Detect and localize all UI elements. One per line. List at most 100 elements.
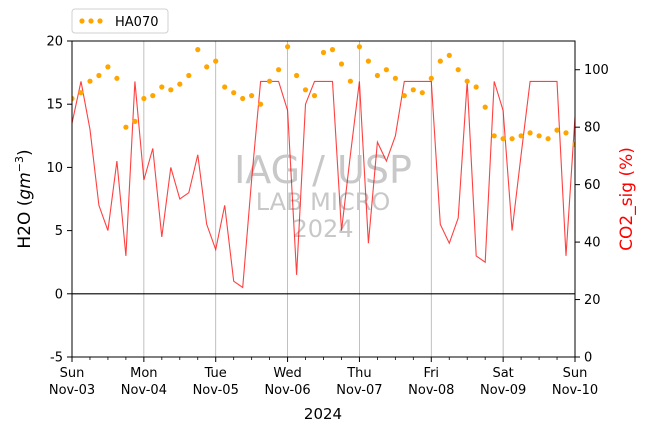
co2-point [509, 136, 515, 142]
co2-point [72, 95, 75, 102]
co2-point [150, 93, 156, 99]
x-tick-label-date: Nov-04 [121, 383, 167, 398]
x-tick-label-day: Tue [204, 366, 227, 381]
co2-point [222, 84, 228, 90]
co2-point [527, 130, 533, 136]
right-y-tick-label: 80 [584, 121, 601, 136]
right-y-axis: 0 20 40 60 80 100 [575, 63, 609, 366]
legend: HA070 [71, 8, 169, 34]
x-tick-label-date: Nov-07 [336, 383, 382, 398]
co2-point [231, 90, 237, 96]
co2-point [177, 81, 183, 87]
left-y-tick-label: 20 [46, 35, 63, 50]
x-tick-label-day: Fri [424, 366, 440, 381]
legend-frame [71, 8, 169, 34]
co2-point [383, 67, 389, 73]
co2-point [410, 87, 416, 93]
co2-point [294, 72, 300, 79]
co2-point [536, 133, 542, 139]
left-y-tick-label: 10 [46, 161, 63, 176]
co2-point [141, 95, 147, 102]
h2o-series [72, 80, 575, 289]
x-tick-label-day: Wed [273, 366, 301, 381]
co2-point [105, 64, 111, 70]
x-tick-label-date: Nov-03 [49, 383, 95, 398]
co2-point [249, 93, 255, 99]
x-tick-label-day: Thu [346, 366, 371, 381]
x-tick-label-day: Sun [563, 366, 588, 381]
co2-point [302, 87, 309, 93]
x-tick-label-day: Mon [130, 366, 157, 381]
x-tick-label-day: Sat [492, 366, 513, 381]
co2-point [518, 133, 524, 139]
co2-point [347, 78, 353, 84]
co2-point [204, 64, 210, 70]
co2-point [446, 52, 452, 59]
right-y-tick-label: 100 [584, 63, 609, 78]
co2-point [159, 84, 165, 90]
right-y-tick-label: 60 [584, 178, 601, 193]
co2-point [285, 44, 291, 50]
co2-point [482, 104, 488, 110]
co2-point [114, 75, 120, 81]
x-tick-label-date: Nov-10 [552, 383, 598, 398]
co2-point [320, 49, 327, 56]
co2-point [195, 47, 201, 53]
left-y-tick-label: 15 [46, 98, 63, 113]
x-tick-label-day: Sun [60, 366, 85, 381]
watermark: IAG / USP LAB MICRO 2024 [234, 148, 412, 243]
x-tick-label-date: Nov-05 [193, 383, 239, 398]
co2-point [78, 90, 84, 96]
x-axis-label: 2024 [304, 405, 342, 423]
co2-point [213, 58, 219, 64]
co2-point [168, 87, 174, 93]
left-y-axis: -5 0 5 10 15 20 [46, 35, 72, 366]
co2-point [240, 95, 246, 102]
co2-point [464, 78, 470, 84]
co2-point [132, 118, 138, 124]
co2-point [258, 101, 264, 107]
co2-point [186, 72, 192, 79]
left-y-axis-label: H2O (gm−3) [13, 149, 35, 248]
co2-point [563, 130, 569, 136]
legend-label: HA070 [115, 15, 158, 30]
left-y-tick-label: 0 [55, 287, 63, 302]
co2-point [473, 84, 479, 90]
left-y-tick-label: 5 [55, 224, 63, 239]
right-y-tick-label: 20 [584, 293, 601, 308]
watermark-line-2: LAB MICRO [256, 188, 391, 216]
x-axis: Sun Nov-03 Mon Nov-04 Tue Nov-05 Wed Nov-06 Thu N… [49, 357, 598, 398]
co2-point [491, 133, 497, 139]
co2-point [365, 58, 371, 64]
co2-point [419, 90, 425, 96]
co2-point [267, 78, 273, 84]
right-y-tick-label: 40 [584, 236, 601, 251]
left-y-tick-label: -5 [50, 351, 63, 366]
h2o-line [72, 80, 575, 289]
co2-point [545, 136, 551, 142]
co2-point [572, 141, 575, 147]
co2-point [276, 67, 282, 73]
x-tick-label-date: Nov-08 [408, 383, 454, 398]
grid-lines [143, 41, 504, 357]
co2-point [338, 61, 345, 67]
co2-point [329, 47, 336, 53]
co2-point [392, 75, 398, 81]
right-y-tick-label: 0 [584, 351, 592, 366]
co2-point [437, 58, 443, 64]
co2-point [428, 75, 434, 81]
co2-point [356, 44, 362, 50]
watermark-line-1: IAG / USP [234, 148, 412, 192]
legend-marker [79, 18, 103, 24]
x-tick-label-date: Nov-09 [480, 383, 526, 398]
co2-series [72, 44, 575, 147]
co2-point [374, 72, 380, 79]
co2-point [554, 127, 560, 133]
co2-point [500, 136, 506, 142]
co2-point [87, 78, 93, 84]
right-y-axis-label: CO2_sig (%) [617, 147, 637, 251]
watermark-line-3: 2024 [292, 215, 353, 243]
co2-point [401, 93, 407, 99]
